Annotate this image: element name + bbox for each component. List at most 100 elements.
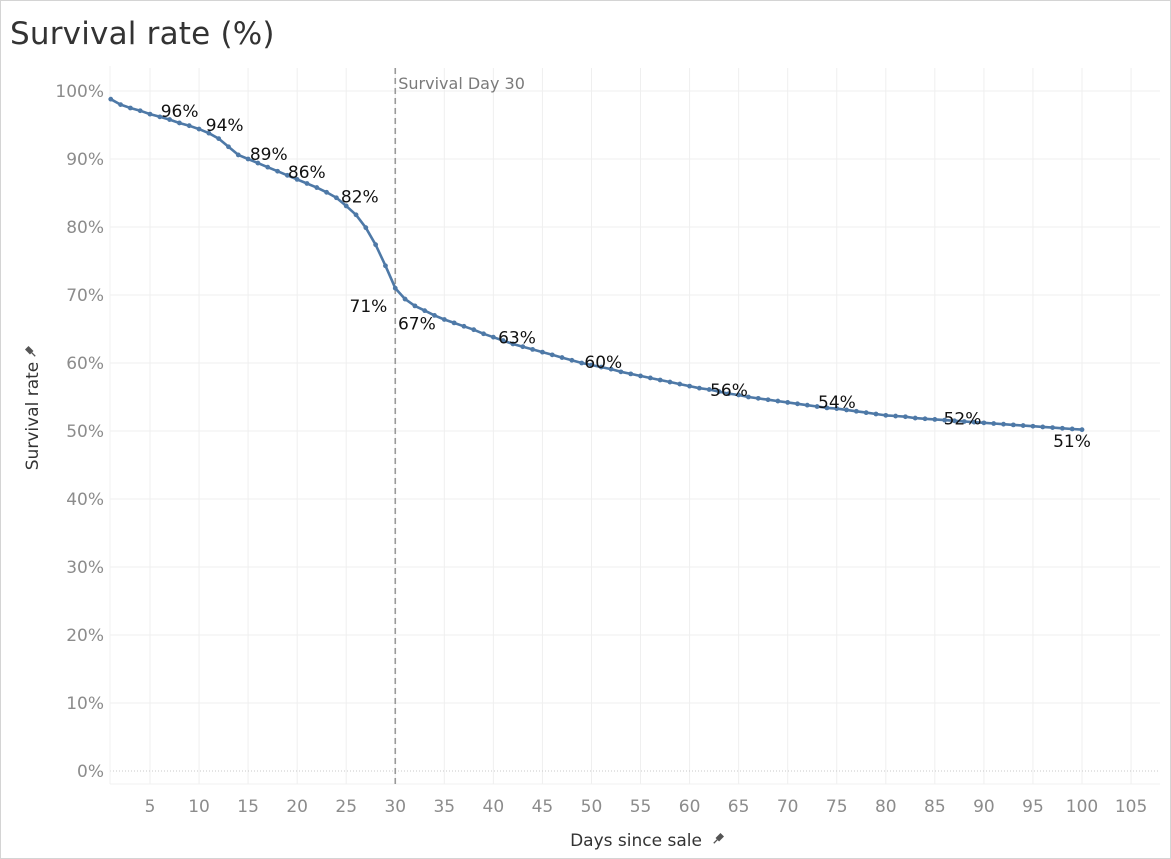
data-point bbox=[638, 373, 643, 379]
data-point bbox=[177, 120, 182, 126]
data-point bbox=[451, 320, 457, 326]
data-point bbox=[824, 405, 830, 411]
pin-icon-needle bbox=[713, 839, 718, 844]
data-point bbox=[647, 375, 653, 381]
x-tick-label: 55 bbox=[630, 797, 652, 817]
x-axis-title: Days since sale bbox=[570, 831, 702, 851]
x-tick-label: 95 bbox=[1022, 797, 1044, 817]
y-tick-label: 10% bbox=[66, 694, 104, 714]
data-point bbox=[206, 130, 212, 136]
y-tick-label: 60% bbox=[66, 354, 104, 374]
data-point bbox=[853, 408, 859, 414]
x-tick-label: 25 bbox=[335, 797, 357, 817]
data-point bbox=[500, 338, 506, 343]
data-point bbox=[785, 400, 791, 405]
pin-icon-head bbox=[715, 832, 725, 842]
data-point bbox=[353, 212, 359, 218]
data-point bbox=[667, 379, 673, 385]
x-tick-label: 85 bbox=[924, 797, 946, 817]
x-tick-label: 60 bbox=[679, 797, 701, 817]
data-point bbox=[716, 389, 722, 394]
data-label: 94% bbox=[206, 116, 244, 136]
data-point bbox=[981, 420, 987, 426]
data-point bbox=[402, 296, 408, 302]
data-point bbox=[510, 341, 516, 347]
data-point bbox=[108, 96, 114, 102]
data-point bbox=[1030, 423, 1036, 429]
data-point bbox=[441, 317, 447, 322]
x-tick-label: 65 bbox=[728, 797, 750, 817]
data-point bbox=[294, 177, 300, 182]
data-label: 54% bbox=[818, 393, 856, 413]
data-point bbox=[481, 331, 486, 337]
data-point bbox=[275, 168, 280, 174]
pin-icon bbox=[24, 345, 36, 357]
data-point bbox=[245, 156, 251, 162]
data-point bbox=[540, 349, 545, 355]
page-title: Survival rate (%) bbox=[10, 16, 275, 52]
data-point bbox=[186, 123, 192, 129]
data-label: 96% bbox=[161, 102, 199, 122]
data-point bbox=[912, 415, 918, 421]
data-point bbox=[461, 323, 467, 329]
data-label: 60% bbox=[584, 353, 622, 373]
data-label: 51% bbox=[1053, 432, 1091, 452]
data-point bbox=[608, 366, 614, 372]
data-point bbox=[196, 126, 202, 132]
data-point bbox=[579, 360, 585, 366]
data-point bbox=[598, 364, 604, 370]
pin-icon-needle bbox=[31, 352, 36, 357]
data-point bbox=[137, 108, 143, 114]
y-tick-label: 40% bbox=[66, 490, 104, 510]
data-point bbox=[755, 395, 761, 401]
data-point bbox=[971, 419, 977, 425]
data-point bbox=[324, 189, 329, 195]
y-tick-label: 90% bbox=[66, 150, 104, 170]
x-tick-label: 10 bbox=[188, 797, 210, 817]
data-point bbox=[844, 407, 849, 413]
data-point bbox=[1079, 427, 1085, 433]
data-point bbox=[363, 225, 369, 231]
data-point bbox=[383, 263, 388, 269]
x-tick-label: 40 bbox=[483, 797, 505, 817]
data-point bbox=[765, 397, 771, 403]
data-point bbox=[961, 419, 967, 424]
data-point bbox=[696, 385, 702, 391]
data-point bbox=[157, 114, 163, 120]
data-point bbox=[1010, 422, 1016, 428]
data-point bbox=[746, 394, 751, 400]
x-tick-label: 35 bbox=[433, 797, 455, 817]
data-point bbox=[373, 242, 379, 248]
data-point bbox=[520, 344, 526, 350]
x-tick-label: 70 bbox=[777, 797, 799, 817]
data-label: 71% bbox=[350, 297, 388, 317]
x-tick-label: 45 bbox=[532, 797, 554, 817]
data-point bbox=[677, 381, 683, 387]
data-point bbox=[932, 417, 938, 422]
x-tick-label: 100 bbox=[1066, 797, 1098, 817]
pin-icon-head bbox=[24, 345, 34, 355]
data-label: 89% bbox=[250, 145, 288, 165]
data-point bbox=[834, 406, 840, 411]
y-tick-label: 20% bbox=[66, 626, 104, 646]
y-tick-label: 70% bbox=[66, 286, 104, 306]
data-label: 67% bbox=[398, 314, 436, 334]
data-point bbox=[883, 412, 889, 418]
reference-line-label: Survival Day 30 bbox=[398, 74, 525, 93]
y-axis-title: Survival rate bbox=[23, 362, 43, 470]
x-tick-label: 5 bbox=[145, 797, 156, 817]
data-point bbox=[334, 195, 339, 201]
data-point bbox=[903, 414, 908, 420]
data-point bbox=[952, 418, 957, 424]
data-point bbox=[412, 303, 418, 309]
data-point bbox=[432, 313, 437, 318]
data-point bbox=[628, 371, 634, 377]
x-tick-label: 90 bbox=[973, 797, 995, 817]
pin-icon bbox=[713, 832, 725, 844]
data-point bbox=[991, 421, 997, 426]
data-point bbox=[235, 152, 241, 158]
y-tick-label: 80% bbox=[66, 218, 104, 238]
x-tick-label: 50 bbox=[581, 797, 603, 817]
data-point bbox=[736, 392, 742, 398]
